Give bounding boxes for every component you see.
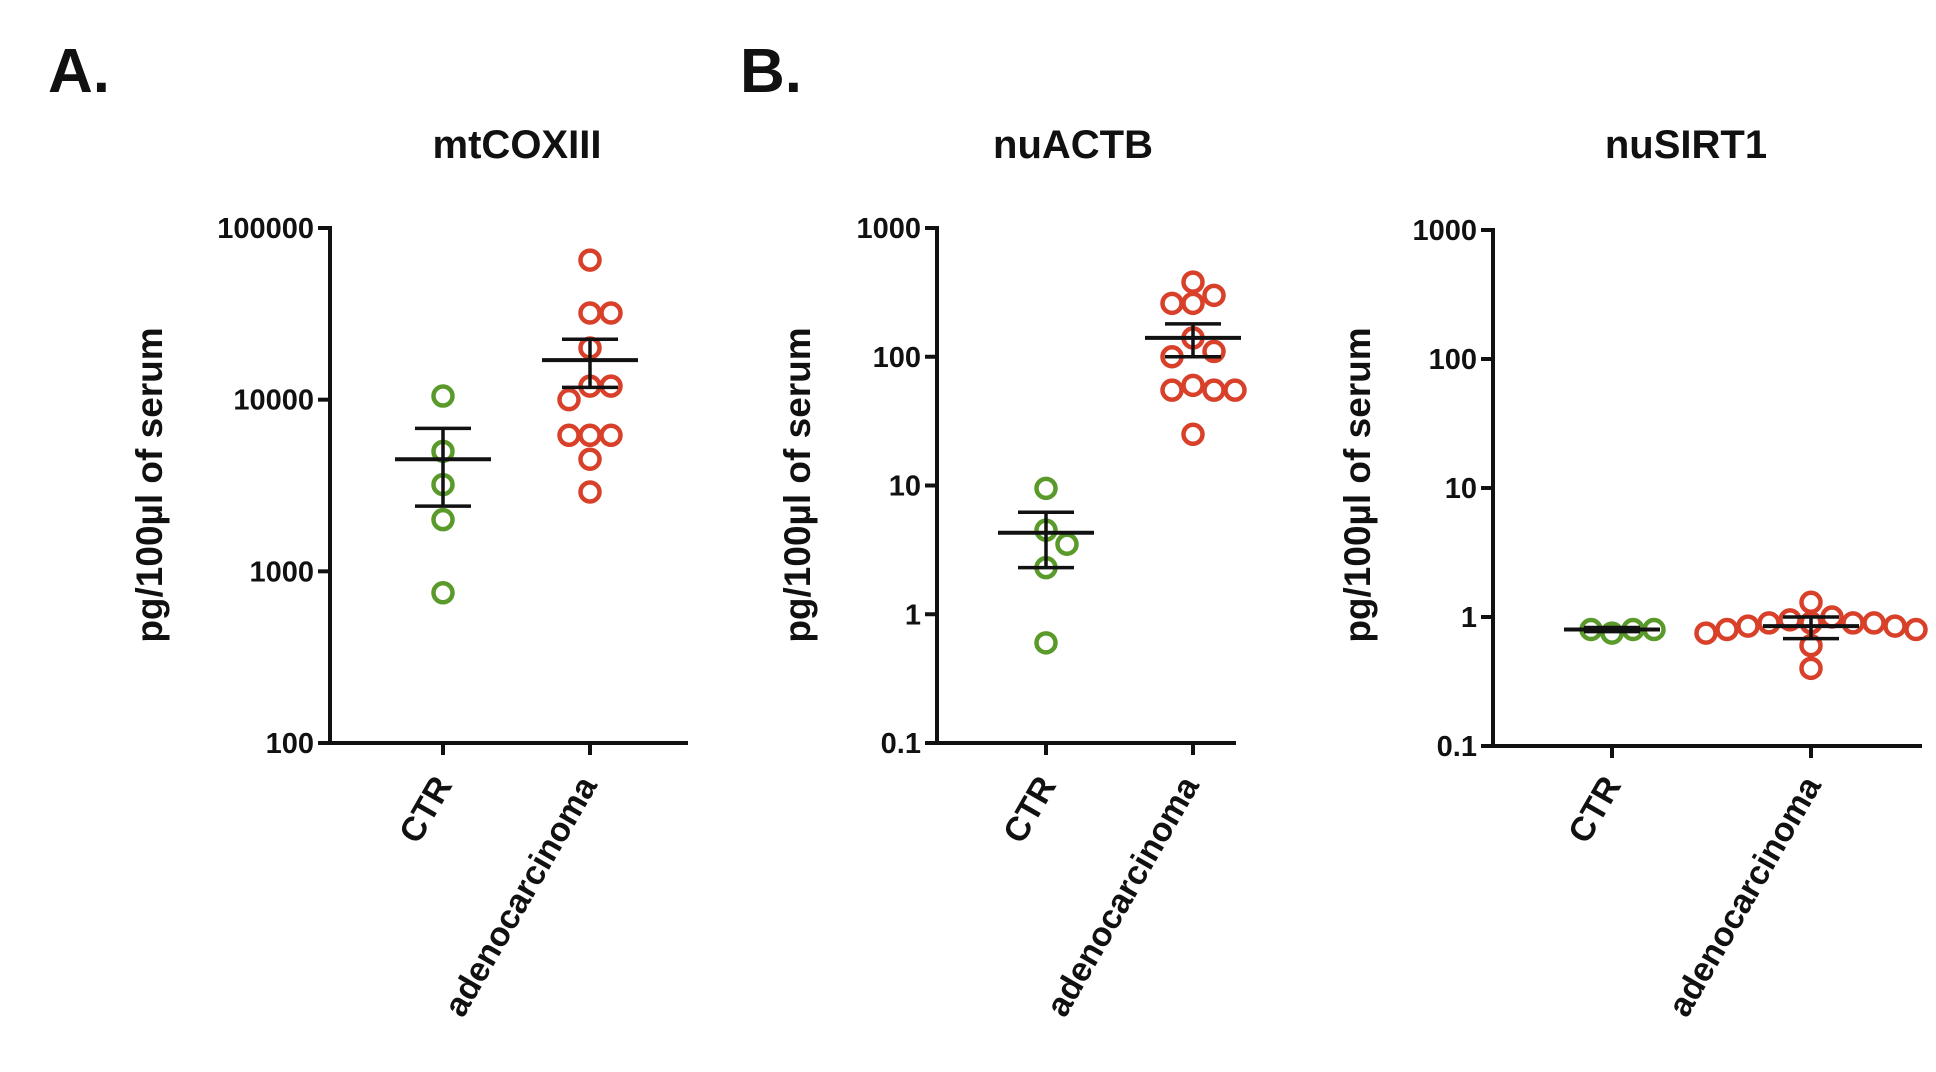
x-category-label-ctr: CTR xyxy=(996,770,1064,850)
y-tick-label: 100 xyxy=(1429,344,1477,376)
x-category-label-ctr: CTR xyxy=(1561,770,1629,850)
y-tick-label: 100000 xyxy=(217,213,314,245)
data-point-adenocarcinoma xyxy=(578,248,602,272)
x-category-label-adenocarcinoma: adenocarcinoma xyxy=(1661,769,1830,1023)
y-tick-label: 1000 xyxy=(249,556,314,588)
data-point-adenocarcinoma xyxy=(1736,614,1760,638)
x-category-label-adenocarcinoma: adenocarcinoma xyxy=(1039,769,1208,1023)
data-point-adenocarcinoma xyxy=(1862,611,1886,635)
data-point-adenocarcinoma xyxy=(1202,378,1226,402)
data-point-adenocarcinoma xyxy=(557,387,581,412)
y-tick-label: 1 xyxy=(1461,602,1477,634)
chart-title: nuSIRT1 xyxy=(1605,123,1767,167)
panel-label-a: A. xyxy=(48,37,110,106)
y-tick-label: 10 xyxy=(889,471,921,503)
data-point-adenocarcinoma xyxy=(1181,270,1205,294)
data-point-adenocarcinoma xyxy=(1202,339,1226,364)
y-tick-label: 1000 xyxy=(856,213,921,245)
data-point-adenocarcinoma xyxy=(1223,378,1247,402)
data-point-adenocarcinoma xyxy=(578,447,602,471)
panel-label-b: B. xyxy=(740,37,802,106)
data-point-adenocarcinoma xyxy=(1904,617,1928,642)
chart-nuactb: nuACTB pg/100µl of serum CTR adenocarcin… xyxy=(777,123,1247,1023)
data-point-adenocarcinoma xyxy=(1799,590,1823,615)
data-point-adenocarcinoma xyxy=(599,301,623,325)
y-axis-label: pg/100µl of serum xyxy=(1337,327,1378,642)
data-point-adenocarcinoma xyxy=(1757,611,1781,635)
y-axis-label: pg/100µl of serum xyxy=(777,327,818,642)
data-point-adenocarcinoma xyxy=(1202,283,1226,308)
data-point-adenocarcinoma xyxy=(1778,608,1802,632)
data-point-adenocarcinoma xyxy=(1883,614,1907,638)
y-tick-label: 1 xyxy=(905,599,921,631)
y-tick-label: 10 xyxy=(1445,473,1477,505)
data-point-adenocarcinoma xyxy=(599,423,623,448)
data-point-ctr xyxy=(1034,476,1058,501)
chart-title: nuACTB xyxy=(993,123,1153,167)
chart-mtcoxiii: mtCOXIII pg/100µl of serum CTR adenocarc… xyxy=(129,123,688,1023)
y-tick-label: 100 xyxy=(266,728,314,760)
data-point-adenocarcinoma xyxy=(1841,611,1865,635)
y-axis-label: pg/100µl of serum xyxy=(129,327,170,642)
data-point-adenocarcinoma xyxy=(1181,291,1205,316)
y-tick-label: 0.1 xyxy=(1437,731,1477,763)
data-point-ctr xyxy=(1034,631,1058,655)
x-category-label-adenocarcinoma: adenocarcinoma xyxy=(437,769,606,1023)
data-point-ctr xyxy=(431,581,455,605)
data-point-adenocarcinoma xyxy=(1715,617,1739,642)
chart-title: mtCOXIII xyxy=(433,123,602,167)
chart-nusirt1: nuSIRT1 pg/100µl of serum CTR adenocarci… xyxy=(1337,123,1928,1023)
data-point-ctr xyxy=(1055,532,1079,556)
data-point-adenocarcinoma xyxy=(578,480,602,504)
data-point-adenocarcinoma xyxy=(1694,621,1718,645)
data-point-adenocarcinoma xyxy=(557,423,581,448)
data-point-ctr xyxy=(431,384,455,408)
data-point-adenocarcinoma xyxy=(1181,373,1205,398)
data-point-adenocarcinoma xyxy=(1160,378,1184,402)
y-tick-label: 100 xyxy=(873,342,921,374)
data-point-adenocarcinoma xyxy=(578,301,602,325)
y-tick-label: 0.1 xyxy=(881,728,921,760)
data-point-adenocarcinoma xyxy=(578,423,602,448)
data-point-adenocarcinoma xyxy=(1799,656,1823,681)
data-point-adenocarcinoma xyxy=(1181,422,1205,447)
y-tick-label: 10000 xyxy=(233,385,314,417)
data-point-ctr xyxy=(431,507,455,532)
data-point-adenocarcinoma xyxy=(1160,291,1184,316)
x-category-label-ctr: CTR xyxy=(392,770,460,850)
y-tick-label: 1000 xyxy=(1412,215,1477,247)
